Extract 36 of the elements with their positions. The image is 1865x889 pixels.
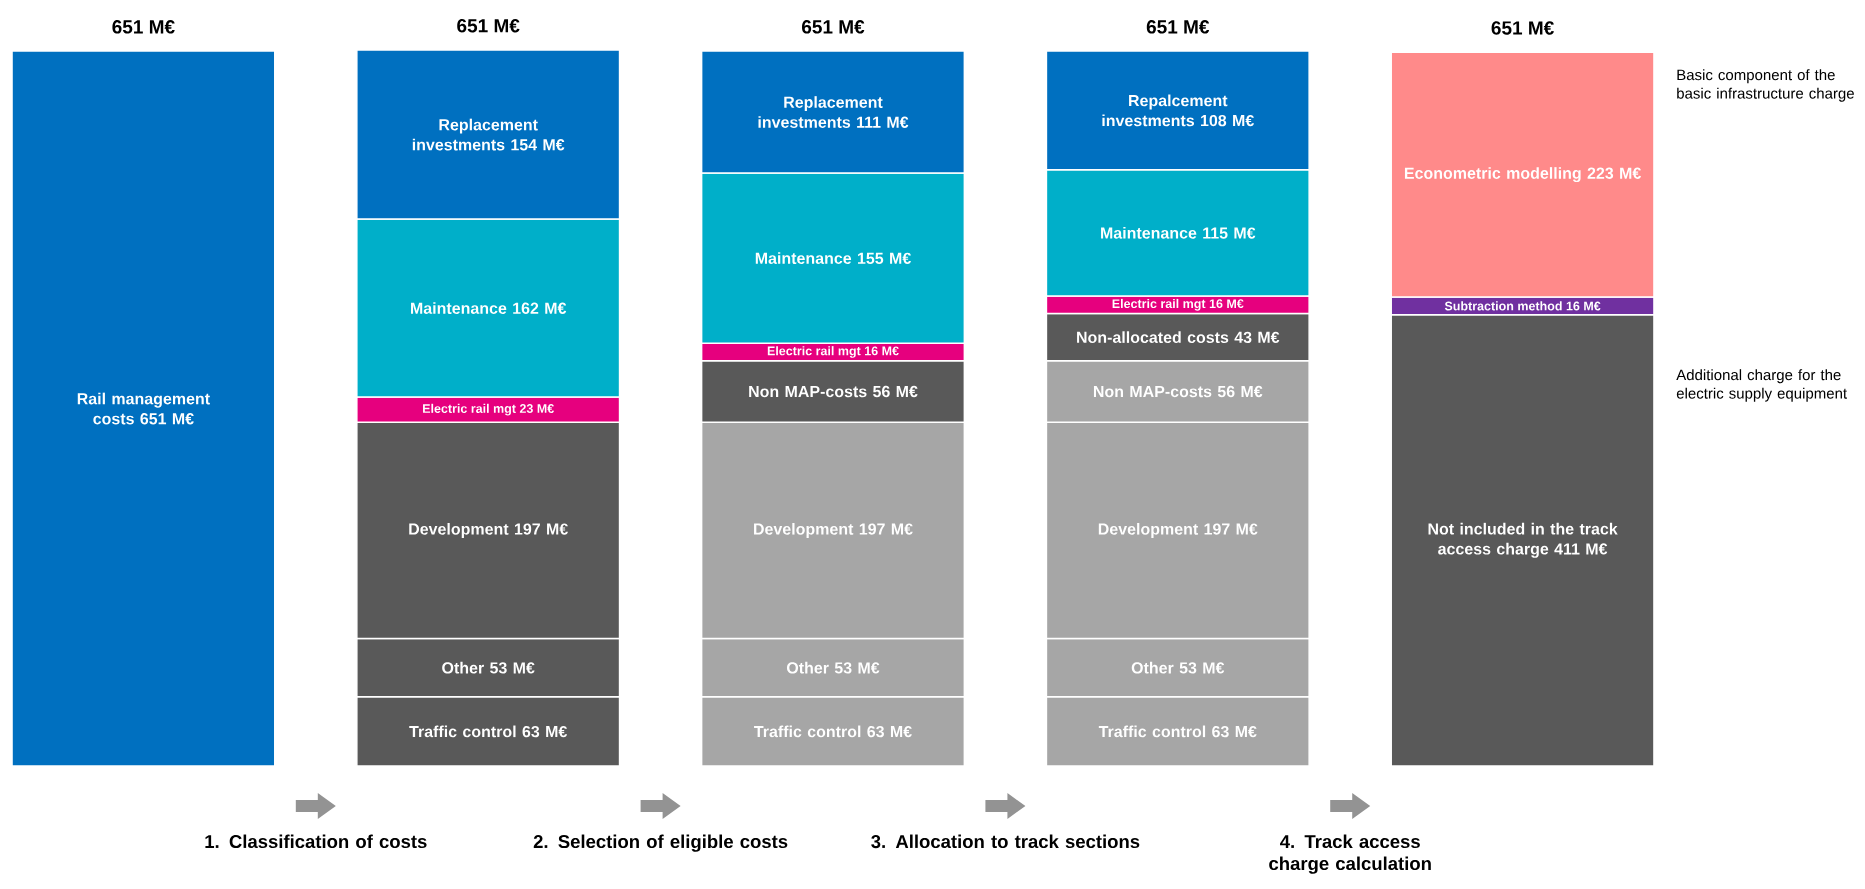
data-label: Repalcement investments 108 M€ bbox=[1102, 94, 1254, 127]
data-label: Electric rail mgt 23 M€ bbox=[423, 403, 554, 416]
data-label: Development 197 M€ bbox=[1098, 522, 1258, 538]
data-label: Electric rail mgt 16 M€ bbox=[1112, 298, 1244, 311]
text: 4. Track access charge calculation bbox=[1269, 834, 1431, 874]
data-label: Other 53 M€ bbox=[1131, 661, 1225, 674]
data-label: Replacement investments 111 M€ bbox=[758, 96, 909, 128]
data-label: Other 53 M€ bbox=[786, 661, 880, 674]
data-label: Not included in the track access charge 411 M€ bbox=[1428, 522, 1618, 558]
data-label: Replacement investments 154 M€ bbox=[412, 118, 565, 151]
data-label: Maintenance 155 M€ bbox=[755, 252, 911, 264]
data-label: Traffic control 63 M€ bbox=[409, 725, 568, 738]
data-label: Maintenance 115 M€ bbox=[1101, 226, 1256, 239]
total-label: 651 M€ bbox=[1146, 20, 1210, 34]
data-label: Development 197 M€ bbox=[754, 522, 913, 538]
data-label: Traffic control 63 M€ bbox=[1098, 725, 1257, 738]
annotation: Additional charge for the electric supply equipment bbox=[1676, 369, 1847, 402]
data-label: Non MAP-costs 56 M€ bbox=[1093, 385, 1263, 398]
data-label: Electric rail mgt 16 M€ bbox=[767, 346, 899, 358]
total-label: 651 M€ bbox=[802, 20, 865, 34]
text: 1. Classification of costs bbox=[205, 834, 427, 849]
text: 3. Allocation to track sections bbox=[871, 834, 1140, 849]
data-label: Rail management costs 651 M€ bbox=[77, 392, 210, 425]
data-label: Subtraction method 16 M€ bbox=[1444, 301, 1601, 311]
data-label: Maintenance 162 M€ bbox=[411, 302, 567, 314]
total-label: 651 M€ bbox=[457, 19, 520, 33]
data-label: Econometric modelling 223 M€ bbox=[1404, 167, 1641, 183]
total-label: 651 M€ bbox=[1491, 21, 1554, 35]
annotation: Basic component of the basic infrastructure charge bbox=[1677, 69, 1854, 102]
data-label: Traffic control 63 M€ bbox=[754, 725, 912, 738]
data-label: Development 197 M€ bbox=[409, 522, 568, 538]
text: 2. Selection of eligible costs bbox=[533, 834, 788, 852]
data-label: Non-allocated costs 43 M€ bbox=[1077, 331, 1280, 344]
data-label: Non MAP-costs 56 M€ bbox=[749, 385, 918, 398]
total-label: 651 M€ bbox=[112, 20, 175, 34]
data-label: Other 53 M€ bbox=[442, 661, 535, 674]
